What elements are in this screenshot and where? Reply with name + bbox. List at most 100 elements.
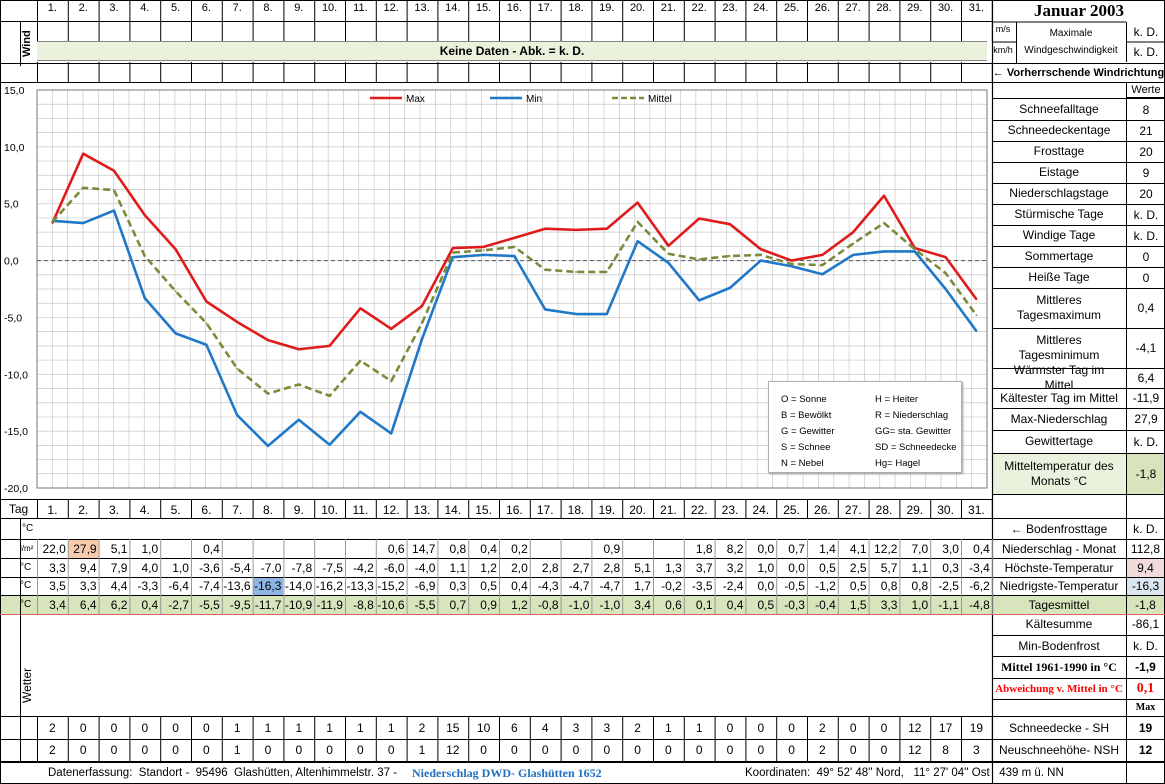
table-cell: 0,7 (449, 598, 467, 612)
data-point-mittel (359, 359, 362, 362)
header-day-number: 14. (445, 2, 461, 14)
tag-day-number: 30. (937, 503, 954, 517)
data-point-min (852, 253, 855, 256)
tag-day-number: 12. (382, 503, 400, 517)
tag-day-number: 31. (968, 503, 985, 517)
table-cell: -8,8 (353, 598, 374, 612)
row-unit: °C (20, 562, 32, 573)
data-point-min (390, 432, 393, 435)
data-point-mittel (390, 380, 393, 383)
snow-cell: 0 (757, 721, 765, 735)
data-point-min (667, 261, 670, 264)
tag-day-number: 17. (536, 503, 554, 517)
data-point-max (544, 227, 547, 230)
snow-cell: 0 (141, 743, 149, 757)
snow-cell: 2 (634, 721, 641, 735)
tag-day-number: 7. (232, 503, 243, 517)
snow-cell: 12 (908, 721, 922, 735)
tag-day-number: 24. (752, 503, 770, 517)
table-cell (345, 540, 376, 558)
table-cell: 0,8 (449, 542, 467, 556)
weather-legend-left: O = Sonne B = Bewölkt G = Gewitter S = Schn… (781, 392, 871, 472)
data-point-max (944, 256, 947, 259)
data-point-mittel (913, 248, 916, 251)
legend-code: SD = Schneedecke (875, 442, 957, 453)
table-cell: -3,4 (969, 561, 990, 575)
data-point-min (729, 286, 731, 289)
data-point-min (421, 338, 423, 340)
table-cell: -11,7 (254, 598, 282, 612)
tag-day-number: 21. (660, 503, 677, 517)
snow-cell: 0 (541, 743, 549, 757)
snow-cell: 0 (110, 721, 118, 735)
table-cell: 2,8 (541, 561, 559, 575)
wind-direction-label: ← Vorherrschende Windrichtung (992, 67, 1165, 79)
table-cell: -10,6 (377, 598, 405, 612)
snow-cell: 1 (665, 721, 672, 735)
snow-cell: 6 (511, 721, 518, 735)
table-cell (160, 540, 191, 558)
data-point-min (790, 265, 793, 268)
extra-stat-value: -86,1 (1131, 617, 1160, 631)
header-day-number: 11. (353, 2, 368, 14)
table-cell: -4,7 (568, 579, 590, 593)
tag-day-number: 10. (321, 503, 338, 517)
header-day-number: 25. (783, 2, 800, 14)
data-point-mittel (143, 255, 146, 257)
table-cell: 5,7 (880, 561, 898, 575)
table-cell: -13,6 (223, 579, 251, 593)
tag-day-number: 4. (139, 503, 150, 517)
header-day-number: 7. (232, 2, 242, 14)
snow-cell: 8 (942, 743, 949, 757)
data-point-mittel (852, 242, 855, 245)
header-day-number: 24. (753, 2, 769, 14)
header-day-number: 6. (201, 2, 211, 14)
data-point-max (451, 247, 454, 249)
table-cell: -7,8 (291, 561, 313, 575)
table-cell: 0,3 (942, 561, 959, 575)
tag-day-number: 20. (629, 503, 646, 517)
header-day-number: 23. (722, 2, 738, 14)
tag-day-number: 18. (567, 503, 585, 517)
stat-value: 21 (1126, 120, 1165, 141)
table-cell: 0,4 (203, 542, 220, 556)
snow-cell: 0 (726, 721, 734, 735)
table-cell: -3,5 (691, 579, 713, 593)
table-cell: -6,4 (168, 579, 189, 593)
data-point-min (698, 299, 701, 302)
header-day-number: 16. (506, 2, 523, 14)
table-cell: 6,2 (110, 598, 128, 612)
data-point-max (390, 327, 393, 330)
data-point-min (205, 343, 208, 346)
legend-code: H = Heiter (875, 394, 919, 405)
tag-day-number: 8. (262, 503, 273, 517)
data-point-mittel (51, 221, 54, 223)
header-day-number: 1. (47, 2, 57, 14)
extra-stat-value: -1,9 (1135, 660, 1156, 674)
legend-code: N = Nebel (781, 458, 824, 469)
stat-value: -4,1 (1126, 328, 1165, 368)
stat-value: 0 (1126, 246, 1165, 267)
data-point-min (174, 332, 177, 335)
table-cell: -4,8 (969, 598, 990, 612)
series-line-max (51, 152, 978, 351)
table-cell: 5,1 (110, 542, 128, 556)
table-cell: 3,2 (726, 561, 744, 575)
tag-day-number: 27. (844, 503, 862, 517)
snow-cell: 12 (908, 743, 922, 757)
snow-cell: 0 (695, 743, 703, 757)
table-cell: -2,7 (168, 598, 189, 612)
table-cell: -3,3 (137, 579, 159, 593)
y-tick-label: -10,0 (4, 369, 28, 381)
table-cell: -14,0 (284, 579, 313, 593)
table-cell: 0,4 (141, 598, 159, 612)
header-day-number: 5. (170, 2, 181, 14)
header-day-number: 3. (109, 2, 119, 14)
header-day-number: 21. (660, 2, 677, 14)
tag-label: Tag (8, 502, 29, 516)
header-day-number: 17. (537, 2, 553, 14)
table-cell: 9,4 (79, 561, 97, 575)
table-cell: 8,2 (726, 542, 744, 556)
stat-label: Heiße Tage (1028, 270, 1090, 284)
stat-value: -11,9 (1126, 388, 1165, 408)
